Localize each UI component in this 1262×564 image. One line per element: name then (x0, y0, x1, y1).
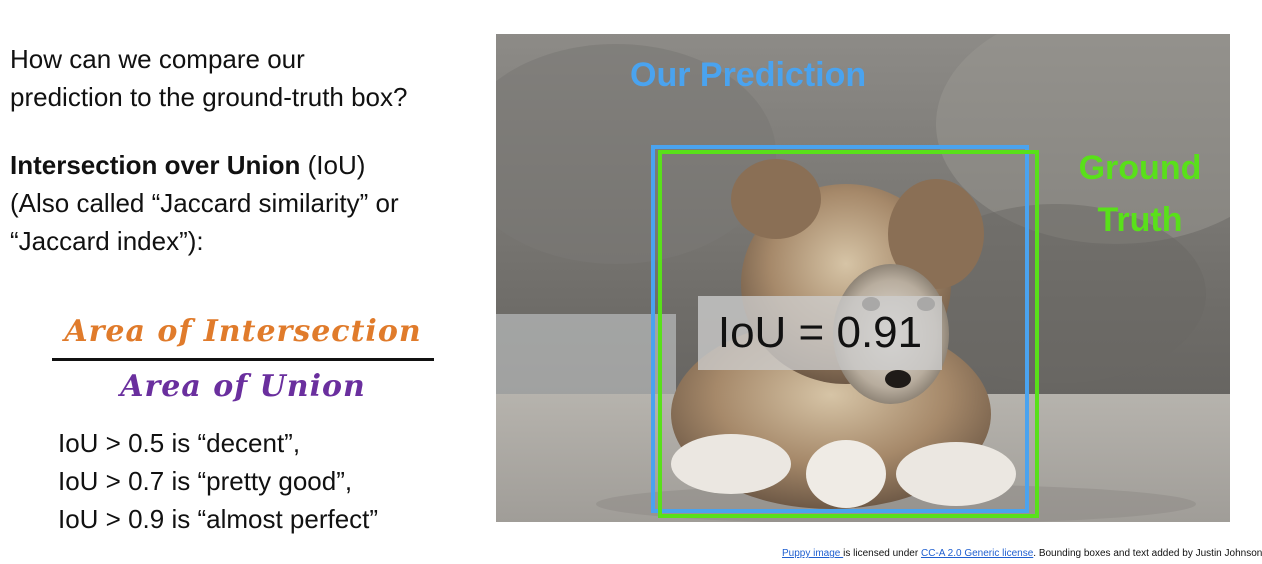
alias-line-1: (Also called “Jaccard similarity” or (10, 188, 399, 218)
threshold-decent: IoU > 0.5 is “decent”, (58, 428, 301, 458)
puppy-image-link[interactable]: Puppy image (782, 548, 844, 559)
iou-title-bold: Intersection over Union (10, 150, 301, 180)
explanation-text: How can we compare our prediction to the… (10, 40, 490, 260)
iou-threshold-list: IoU > 0.5 is “decent”, IoU > 0.7 is “pre… (58, 424, 378, 538)
ground-truth-line-1: Ground (1078, 149, 1202, 187)
threshold-pretty-good: IoU > 0.7 is “pretty good”, (58, 466, 353, 496)
ground-truth-label: Ground Truth (1060, 142, 1220, 246)
iou-title: Intersection over Union (IoU) (10, 146, 490, 184)
license-link[interactable]: CC-A 2.0 Generic license (920, 548, 1034, 559)
question-line-2: prediction to the ground-truth box? (10, 82, 408, 112)
iou-title-abbrev: (IoU) (300, 150, 366, 180)
credit-text-2: . Bounding boxes and text added by Justi… (1033, 548, 1262, 559)
alias-line-2: “Jaccard index”): (10, 226, 204, 256)
ground-truth-line-2: Truth (1097, 201, 1183, 239)
question-line-1: How can we compare our (10, 44, 305, 74)
threshold-almost-perfect: IoU > 0.9 is “almost perfect” (58, 504, 379, 534)
iou-formula: Area of Intersection Area of Union (52, 310, 434, 409)
fraction-bar (52, 358, 434, 361)
formula-denominator: Area of Union (120, 369, 366, 404)
formula-numerator: Area of Intersection (64, 314, 422, 349)
image-credit: Puppy image is licensed under CC-A 2.0 G… (782, 548, 1262, 559)
iou-value-label: IoU = 0.91 (717, 308, 923, 357)
puppy-photo (496, 34, 1230, 522)
credit-text-1: is licensed under (843, 548, 921, 559)
prediction-label: Our Prediction (630, 56, 867, 94)
iou-value-box: IoU = 0.91 (698, 296, 942, 370)
